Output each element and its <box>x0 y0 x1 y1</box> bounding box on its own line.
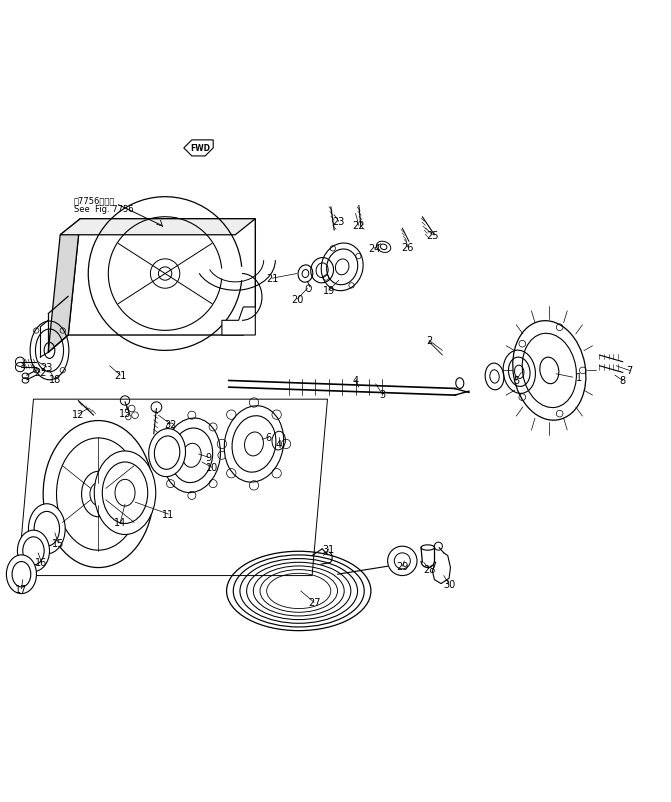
Ellipse shape <box>7 555 36 593</box>
Text: 4: 4 <box>276 439 282 449</box>
Text: 13: 13 <box>119 408 131 418</box>
Text: 2: 2 <box>426 336 432 346</box>
Text: 29: 29 <box>396 561 409 572</box>
Text: 4: 4 <box>352 376 358 386</box>
Ellipse shape <box>513 322 586 421</box>
Text: 19: 19 <box>323 286 335 296</box>
Text: See  Fig. 7756: See Fig. 7756 <box>74 205 133 213</box>
Ellipse shape <box>28 504 65 554</box>
Polygon shape <box>48 220 81 353</box>
Polygon shape <box>60 220 255 236</box>
Text: 17: 17 <box>15 584 28 594</box>
Text: 1: 1 <box>576 373 582 383</box>
Text: 12: 12 <box>72 409 85 419</box>
Ellipse shape <box>321 244 363 291</box>
Text: 21: 21 <box>114 371 127 381</box>
Text: 図7756図参照: 図7756図参照 <box>74 196 115 205</box>
Text: 24: 24 <box>368 244 380 253</box>
Text: 16: 16 <box>36 557 48 568</box>
Text: 10: 10 <box>206 463 218 472</box>
Text: 23: 23 <box>333 217 345 227</box>
Ellipse shape <box>94 452 156 535</box>
Text: 20: 20 <box>291 294 303 305</box>
Polygon shape <box>222 307 255 335</box>
Text: 8: 8 <box>620 376 626 386</box>
Ellipse shape <box>163 419 221 493</box>
Ellipse shape <box>224 407 284 483</box>
Text: 32: 32 <box>164 419 176 429</box>
Text: 11: 11 <box>162 509 174 520</box>
Text: 15: 15 <box>52 538 64 548</box>
Ellipse shape <box>43 421 154 568</box>
Text: 5: 5 <box>513 376 519 386</box>
Text: 22: 22 <box>34 368 46 378</box>
Polygon shape <box>68 220 255 335</box>
Text: 7: 7 <box>627 366 633 376</box>
Text: 3: 3 <box>379 389 385 399</box>
Text: 26: 26 <box>401 242 414 253</box>
Text: 22: 22 <box>353 221 365 231</box>
Text: 25: 25 <box>426 230 439 241</box>
Text: 6: 6 <box>266 433 272 443</box>
Ellipse shape <box>17 530 50 572</box>
Text: 9: 9 <box>205 453 211 463</box>
Text: 21: 21 <box>266 273 278 284</box>
Polygon shape <box>184 140 213 156</box>
Text: 30: 30 <box>443 580 455 589</box>
Text: 27: 27 <box>308 597 320 608</box>
Text: 23: 23 <box>41 363 53 373</box>
Ellipse shape <box>149 429 186 477</box>
Text: FWD: FWD <box>190 144 210 152</box>
Text: 14: 14 <box>114 517 126 528</box>
Text: 28: 28 <box>423 564 435 574</box>
Text: 18: 18 <box>49 375 61 385</box>
Text: 31: 31 <box>323 545 335 554</box>
